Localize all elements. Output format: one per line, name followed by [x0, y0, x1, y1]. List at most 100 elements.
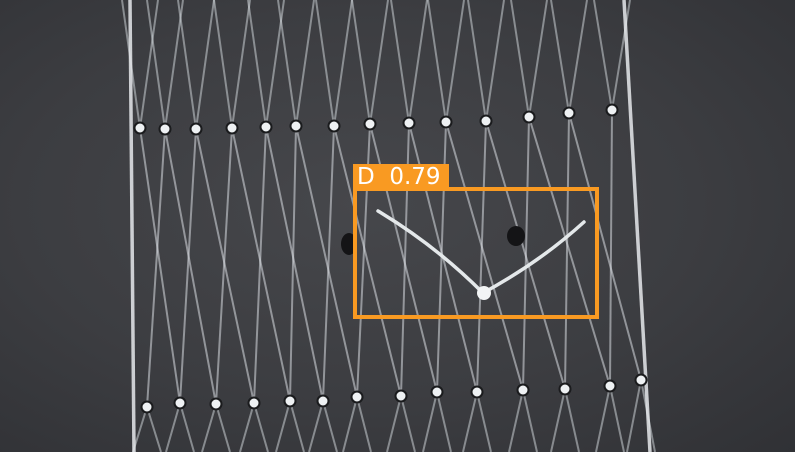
mesh-wire — [289, 125, 297, 402]
mesh-wire — [333, 0, 353, 127]
mesh-wire — [568, 112, 642, 381]
mesh-node — [363, 117, 377, 131]
mesh-wire — [177, 0, 197, 130]
mesh-wire — [609, 385, 625, 452]
mesh-wire — [550, 388, 566, 452]
mesh-node — [173, 396, 187, 410]
left-frame-wire — [128, 0, 136, 452]
mesh-wire — [467, 0, 487, 122]
mesh-wire — [568, 0, 588, 114]
mesh-wire — [351, 0, 371, 125]
mesh-wire — [550, 0, 570, 114]
mesh-node — [394, 389, 408, 403]
mesh-wire — [564, 388, 580, 452]
mesh-node — [289, 119, 303, 133]
mesh-wire — [215, 127, 233, 405]
dark-spot-right — [507, 226, 525, 246]
mesh-wire — [422, 391, 438, 452]
mesh-node — [225, 121, 239, 135]
mesh-wire — [146, 406, 162, 452]
mesh-wire — [528, 0, 548, 118]
mesh-wire — [369, 0, 389, 125]
mesh-wire — [408, 0, 428, 124]
mesh-node — [189, 122, 203, 136]
mesh-wire — [342, 396, 358, 452]
mesh-wire — [476, 391, 492, 452]
mesh-wire — [564, 112, 570, 390]
mesh-node — [259, 120, 273, 134]
mesh-wire — [528, 116, 611, 387]
mesh-wire — [611, 0, 631, 111]
mesh-wire — [146, 0, 166, 130]
mesh-wire — [485, 0, 505, 122]
mesh-wire — [139, 127, 181, 404]
mesh-wire — [445, 0, 465, 123]
mesh-wire — [400, 395, 416, 452]
mesh-node — [479, 114, 493, 128]
mesh-wire — [295, 125, 358, 398]
mesh-wire — [164, 128, 217, 405]
detection-label: D 0.79 — [353, 164, 449, 190]
mesh-node — [283, 394, 297, 408]
mesh-node — [402, 116, 416, 130]
mesh-wire — [445, 121, 524, 391]
mesh-wire — [277, 0, 297, 127]
mesh-wire — [179, 402, 195, 452]
mesh-wire — [179, 128, 197, 404]
mesh-wire — [522, 116, 530, 391]
mesh-wire — [253, 402, 269, 452]
mesh-wire — [265, 126, 324, 402]
mesh-wire — [356, 396, 372, 452]
mesh-wire — [333, 125, 402, 397]
mesh-node — [316, 394, 330, 408]
mesh-wire — [522, 389, 538, 452]
mesh-wire — [322, 125, 335, 402]
mesh-node — [634, 373, 648, 387]
mesh-node — [605, 103, 619, 117]
mesh-wire — [215, 403, 231, 452]
mesh-wire — [476, 120, 487, 393]
mesh-wire — [595, 385, 611, 452]
mesh-wire — [462, 391, 478, 452]
mesh-wire — [510, 0, 530, 118]
mesh-wire — [239, 402, 255, 452]
mesh-wire — [253, 126, 267, 404]
mesh-node — [430, 385, 444, 399]
mesh-node — [522, 110, 536, 124]
mesh-wire — [386, 395, 402, 452]
mesh-node — [247, 396, 261, 410]
mesh-wire — [146, 128, 166, 408]
mesh-wire — [275, 400, 291, 452]
frame-lines — [128, 0, 652, 452]
detection-box — [353, 187, 599, 319]
mesh-wire — [201, 403, 217, 452]
mesh-node — [209, 397, 223, 411]
mesh-wire — [289, 400, 305, 452]
mesh-wire — [626, 379, 642, 452]
mesh-wire — [436, 391, 452, 452]
mesh-node — [603, 379, 617, 393]
mesh-wire — [295, 0, 315, 127]
mesh-node — [562, 106, 576, 120]
mesh-wire — [231, 0, 251, 129]
mesh-node — [158, 122, 172, 136]
mesh-wire — [315, 0, 335, 127]
mesh-node — [470, 385, 484, 399]
mesh-wire — [609, 109, 613, 387]
mesh-wire — [195, 0, 215, 130]
mesh-node — [439, 115, 453, 129]
mesh-wire — [322, 400, 338, 452]
wire-nodes — [133, 103, 648, 414]
mesh-wire — [390, 0, 410, 124]
mesh-node — [350, 390, 364, 404]
mesh-wire — [165, 402, 181, 452]
diagonal-wires — [121, 0, 656, 452]
mesh-wire — [508, 389, 524, 452]
mesh-wire — [593, 0, 613, 111]
mesh-wire — [213, 0, 233, 129]
mesh-node — [133, 121, 147, 135]
mesh-wire — [427, 0, 447, 123]
defect-node — [477, 286, 491, 300]
mesh-node — [558, 382, 572, 396]
